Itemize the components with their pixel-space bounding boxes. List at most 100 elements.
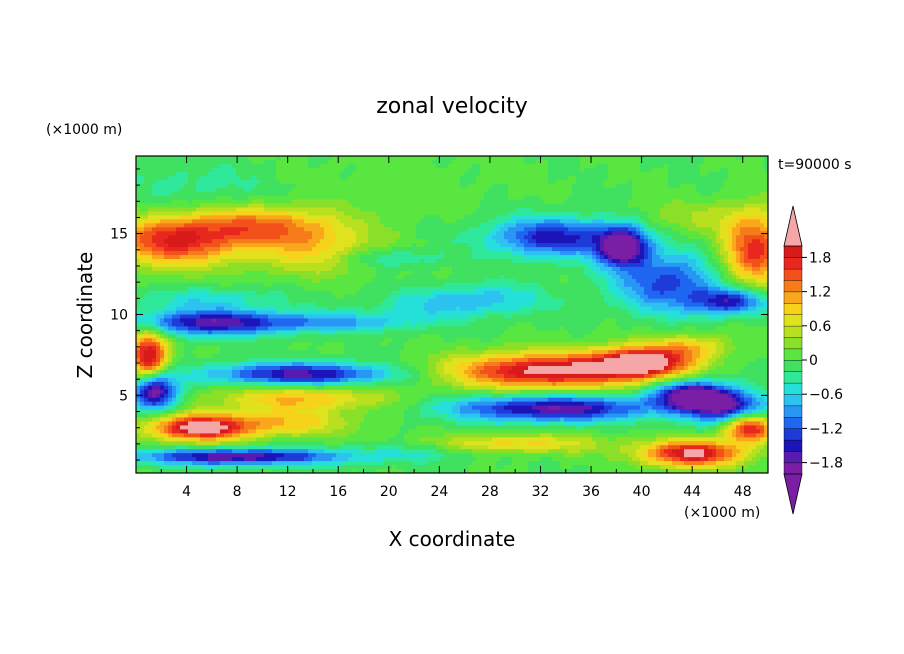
- field-cell: [388, 223, 393, 228]
- field-cell: [236, 207, 241, 213]
- field-cell: [216, 247, 221, 252]
- field-cell: [696, 156, 701, 161]
- field-cell: [672, 266, 677, 272]
- field-cell: [716, 270, 721, 276]
- field-cell: [604, 262, 609, 268]
- field-cell: [716, 231, 721, 236]
- field-cell: [496, 266, 501, 272]
- field-cell: [536, 163, 541, 169]
- field-cell: [720, 187, 725, 193]
- field-cell: [588, 235, 593, 240]
- field-cell: [324, 187, 329, 193]
- field-cell: [412, 247, 417, 252]
- field-cell: [684, 195, 689, 201]
- field-cell: [756, 262, 761, 268]
- field-cell: [364, 187, 369, 193]
- field-cell: [468, 278, 473, 284]
- field-cell: [740, 207, 745, 213]
- field-cell: [380, 278, 385, 284]
- field-cell: [400, 199, 405, 205]
- field-cell: [504, 239, 509, 244]
- field-cell: [284, 266, 289, 272]
- field-cell: [348, 215, 353, 220]
- field-cell: [208, 274, 213, 280]
- field-cell: [352, 270, 357, 276]
- field-cell: [156, 163, 161, 169]
- field-cell: [356, 183, 361, 189]
- field-cell: [536, 159, 541, 165]
- field-cell: [348, 255, 353, 260]
- field-cell: [596, 239, 601, 244]
- field-cell: [444, 167, 449, 173]
- field-cell: [684, 274, 689, 280]
- field-cell: [268, 167, 273, 173]
- field-cell: [340, 156, 345, 161]
- field-cell: [372, 207, 377, 213]
- field-cell: [248, 159, 253, 165]
- field-cell: [140, 191, 145, 197]
- field-cell: [376, 274, 381, 280]
- field-cell: [444, 219, 449, 224]
- field-cell: [356, 270, 361, 276]
- field-cell: [168, 156, 173, 161]
- field-cell: [696, 207, 701, 213]
- field-cell: [348, 247, 353, 252]
- field-cell: [552, 203, 557, 209]
- field-cell: [428, 167, 433, 173]
- field-cell: [524, 231, 529, 236]
- field-cell: [612, 203, 617, 209]
- field-cell: [568, 215, 573, 220]
- field-cell: [344, 171, 349, 177]
- field-cell: [636, 171, 641, 177]
- field-cell: [672, 219, 677, 224]
- field-cell: [444, 270, 449, 276]
- field-cell: [436, 231, 441, 236]
- field-cell: [512, 191, 517, 197]
- field-cell: [288, 278, 293, 284]
- field-cell: [420, 223, 425, 228]
- field-cell: [724, 255, 729, 260]
- field-cell: [280, 199, 285, 205]
- field-cell: [460, 223, 465, 228]
- field-cell: [516, 262, 521, 268]
- field-cell: [212, 179, 217, 185]
- field-cell: [640, 270, 645, 276]
- field-cell: [232, 167, 237, 173]
- field-cell: [184, 266, 189, 272]
- field-cell: [472, 223, 477, 228]
- field-cell: [656, 215, 661, 220]
- field-cell: [284, 211, 289, 217]
- field-cell: [176, 231, 181, 236]
- field-cell: [276, 266, 281, 272]
- field-cell: [588, 239, 593, 244]
- field-cell: [464, 207, 469, 213]
- field-cell: [676, 179, 681, 185]
- field-cell: [220, 167, 225, 173]
- field-cell: [272, 274, 277, 280]
- field-cell: [720, 159, 725, 165]
- field-cell: [616, 262, 621, 268]
- field-cell: [444, 179, 449, 185]
- field-cell: [724, 266, 729, 272]
- field-cell: [572, 239, 577, 244]
- field-cell: [344, 270, 349, 276]
- field-cell: [548, 255, 553, 260]
- field-cell: [504, 259, 509, 264]
- field-cell: [748, 274, 753, 280]
- field-cell: [184, 231, 189, 236]
- field-cell: [616, 227, 621, 232]
- field-cell: [328, 278, 333, 284]
- field-cell: [484, 274, 489, 280]
- field-cell: [516, 179, 521, 185]
- field-cell: [452, 223, 457, 228]
- field-cell: [508, 259, 513, 264]
- field-cell: [580, 270, 585, 276]
- field-cell: [352, 255, 357, 260]
- field-cell: [496, 163, 501, 169]
- field-cell: [728, 207, 733, 213]
- field-cell: [544, 156, 549, 161]
- field-cell: [328, 163, 333, 169]
- field-cell: [444, 223, 449, 228]
- field-cell: [472, 259, 477, 264]
- field-cell: [292, 255, 297, 260]
